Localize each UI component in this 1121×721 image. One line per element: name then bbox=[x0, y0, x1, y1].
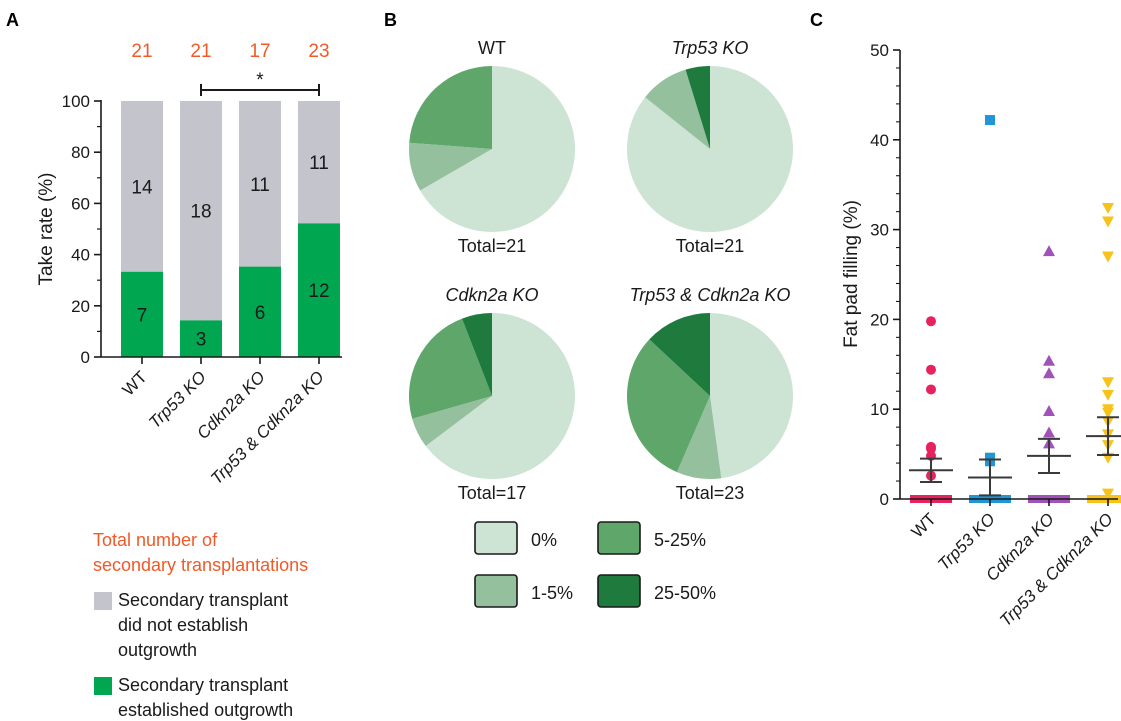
pie-title: WT bbox=[478, 38, 506, 58]
data-point bbox=[1043, 245, 1055, 257]
data-point bbox=[1102, 488, 1114, 500]
x-tick-label: WT bbox=[908, 509, 940, 541]
panel-label-a: A bbox=[6, 10, 19, 30]
pie-slice bbox=[462, 313, 492, 396]
pie-title: Trp53 & Cdkn2a KO bbox=[630, 285, 791, 305]
legend-total-title: Total number of secondary transplantatio… bbox=[93, 530, 309, 575]
legend-label-green: Secondary transplant established outgrow… bbox=[118, 675, 294, 720]
bar-count-label: 3 bbox=[196, 330, 207, 351]
bar-total-label: 23 bbox=[308, 41, 329, 62]
pie-slice bbox=[626, 66, 793, 232]
y-tick-label: 80 bbox=[71, 143, 90, 162]
legend-swatch bbox=[474, 521, 518, 555]
x-tick-label: WT bbox=[119, 367, 151, 399]
data-point bbox=[1102, 251, 1114, 263]
pie-slice bbox=[627, 339, 710, 473]
panel-label-b: B bbox=[384, 10, 397, 30]
legend-swatch bbox=[597, 521, 641, 555]
pie-total-label: Total=17 bbox=[458, 483, 527, 503]
legend-label: 25-50% bbox=[654, 583, 716, 603]
bar-count-label: 14 bbox=[131, 177, 153, 198]
data-point bbox=[926, 316, 936, 327]
data-point bbox=[926, 384, 936, 395]
bar-count-label: 11 bbox=[250, 175, 270, 196]
y-tick-label: 0 bbox=[81, 348, 90, 367]
data-point bbox=[1102, 389, 1114, 401]
pie-slice bbox=[676, 396, 722, 479]
pie-total-label: Total=23 bbox=[676, 483, 745, 503]
data-point bbox=[1102, 407, 1114, 419]
legend-swatch bbox=[597, 574, 641, 608]
bar-count-label: 18 bbox=[190, 202, 211, 223]
y-tick-label: 100 bbox=[62, 92, 90, 111]
y-axis-label: Take rate (%) bbox=[36, 173, 57, 286]
y-tick-label: 40 bbox=[870, 131, 889, 150]
bar-outgrowth bbox=[121, 271, 163, 357]
bar-no-outgrowth bbox=[180, 101, 222, 321]
data-point bbox=[1102, 377, 1114, 389]
pie-total-label: Total=21 bbox=[458, 236, 527, 256]
bar-total-label: 17 bbox=[249, 41, 270, 62]
pie-slice bbox=[685, 66, 710, 149]
y-tick-label: 10 bbox=[870, 400, 889, 419]
data-point bbox=[985, 115, 995, 126]
stacked-bar-chart: 0 20 40 60 80 100 Take rate (%) 14 7 21 WT 18 3 21 Trp… bbox=[36, 41, 342, 488]
y-tick-label: 60 bbox=[71, 194, 90, 213]
y-axis-label: Fat pad filling (%) bbox=[841, 200, 862, 348]
pie-slice bbox=[420, 66, 575, 232]
data-point bbox=[1043, 404, 1055, 416]
pie-slice bbox=[412, 396, 492, 447]
y-tick-label: 40 bbox=[71, 246, 90, 265]
pie-slice bbox=[645, 69, 710, 149]
x-tick-label: Trp53 & Cdkn2a KO bbox=[207, 367, 328, 488]
data-point bbox=[1102, 203, 1114, 215]
bar-outgrowth bbox=[180, 320, 222, 357]
y-tick-label: 30 bbox=[870, 221, 889, 240]
data-point bbox=[926, 443, 936, 454]
x-tick-label: Trp53 & Cdkn2a KO bbox=[996, 509, 1117, 630]
bar-no-outgrowth bbox=[298, 101, 340, 224]
legend-swatch-green bbox=[94, 677, 112, 695]
legend-label: 5-25% bbox=[654, 530, 706, 550]
data-point bbox=[1043, 367, 1055, 379]
data-point bbox=[1043, 426, 1055, 438]
panel-label-c: C bbox=[810, 10, 823, 30]
pie-slice bbox=[409, 318, 492, 419]
bar-count-label: 6 bbox=[255, 303, 266, 324]
pie-title: Trp53 KO bbox=[672, 38, 749, 58]
bar-total-label: 21 bbox=[190, 41, 211, 62]
data-point bbox=[1043, 354, 1055, 366]
bar-no-outgrowth bbox=[239, 101, 281, 267]
bar-total-label: 21 bbox=[131, 41, 152, 62]
bar-count-label: 12 bbox=[308, 281, 329, 302]
bar-no-outgrowth bbox=[121, 101, 163, 272]
y-tick-label: 0 bbox=[880, 490, 889, 509]
bar-count-label: 11 bbox=[309, 153, 329, 174]
data-point bbox=[1102, 216, 1114, 228]
y-tick-label: 20 bbox=[71, 297, 90, 316]
pie-title: Cdkn2a KO bbox=[445, 285, 538, 305]
bar-outgrowth bbox=[298, 223, 340, 357]
legend-swatch bbox=[474, 574, 518, 608]
significance-label: * bbox=[256, 70, 264, 91]
legend-label: 1-5% bbox=[531, 583, 573, 603]
bar-count-label: 7 bbox=[137, 305, 148, 326]
pie-slice bbox=[409, 142, 492, 191]
pie-total-label: Total=21 bbox=[676, 236, 745, 256]
data-point bbox=[926, 364, 936, 375]
pie-charts: WT Total=21 Trp53 KO Total=21 Cdkn2a KO Total… bbox=[409, 38, 793, 608]
y-tick-label: 20 bbox=[870, 310, 889, 329]
pie-slice bbox=[425, 313, 575, 479]
pie-slice bbox=[409, 66, 492, 149]
pie-slice bbox=[649, 313, 710, 396]
legend-label: 0% bbox=[531, 530, 557, 550]
pie-slice bbox=[710, 313, 793, 479]
bar-outgrowth bbox=[239, 266, 281, 357]
y-tick-label: 50 bbox=[870, 41, 889, 60]
legend-label-gray: Secondary transplant did not establish o… bbox=[118, 590, 289, 660]
legend-swatch-gray bbox=[94, 592, 112, 610]
